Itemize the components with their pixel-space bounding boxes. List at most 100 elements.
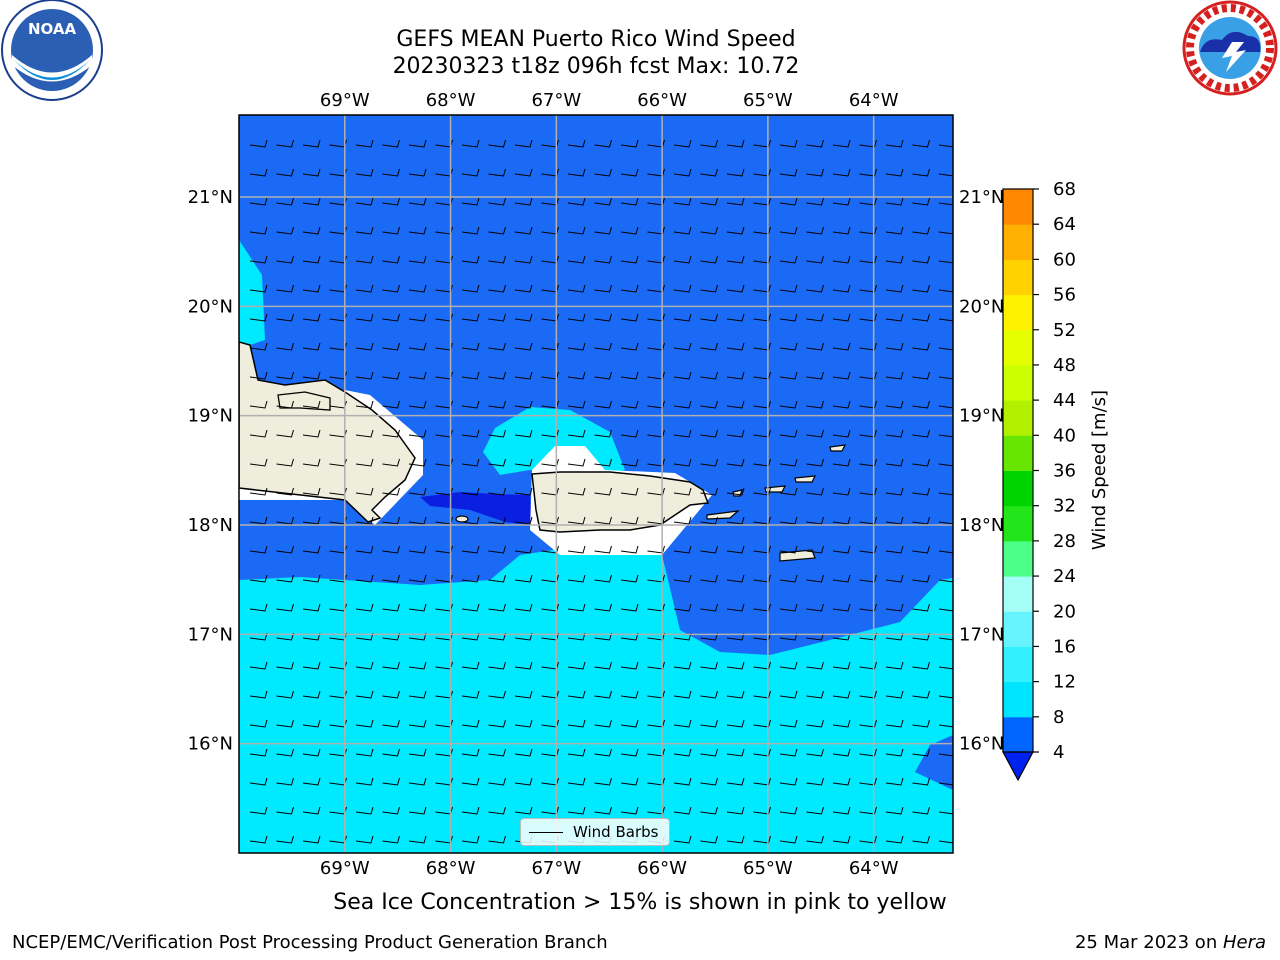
wind-barb (700, 690, 718, 699)
wind-barb (514, 487, 533, 496)
wind-barb (461, 342, 480, 351)
wind-barb (832, 516, 851, 525)
wind-barb (726, 284, 745, 293)
wind-barb (594, 400, 612, 409)
wind-barb (567, 777, 586, 786)
wind-barb (594, 545, 612, 554)
wind-barb (885, 632, 904, 641)
wind-barb (382, 226, 400, 235)
wind-barb (488, 371, 506, 380)
wind-barb (276, 487, 294, 496)
wind-barb (726, 748, 745, 757)
wind-barb (726, 458, 745, 467)
wind-barb (779, 139, 798, 148)
wind-barb (673, 197, 692, 206)
wind-barb (912, 313, 930, 322)
wind-barb (276, 719, 294, 728)
wind-barb (700, 487, 718, 496)
colorbar-segment (1003, 681, 1033, 718)
wind-barb (806, 719, 824, 728)
wind-barb (382, 284, 400, 293)
wind-barb (885, 835, 904, 844)
wind-barb (302, 284, 321, 293)
wind-barb (249, 371, 268, 380)
wind-barb (832, 168, 851, 177)
wind-barb (885, 806, 904, 815)
wind-barb (488, 835, 506, 844)
wind-barb (408, 806, 427, 815)
wind-barb (488, 690, 506, 699)
wind-barb (382, 632, 400, 641)
wind-barb (938, 550, 953, 554)
colorbar-segment (1003, 400, 1033, 436)
wind-barb (567, 342, 586, 351)
wind-barb (700, 661, 718, 670)
wind-barb (806, 661, 824, 670)
wind-barb (620, 371, 639, 380)
wind-barb (779, 777, 798, 786)
wind-barb (885, 574, 904, 583)
colorbar-tick-label: 12 (1053, 672, 1076, 693)
colorbar-segment (1003, 716, 1033, 753)
wind-barb (620, 168, 639, 177)
wind-barb (488, 168, 506, 177)
wind-barb (567, 719, 586, 728)
wind-barb (938, 289, 953, 293)
wind-barb (938, 173, 953, 177)
wind-barb (567, 400, 586, 409)
wind-barb (276, 371, 294, 380)
wind-barb (408, 835, 427, 844)
wind-barb (832, 371, 851, 380)
wind-barb (488, 226, 506, 235)
wind-barb (249, 458, 268, 467)
wind-barb (249, 632, 268, 641)
lat-label-left: 21°N (188, 187, 233, 208)
wind-barb (700, 458, 718, 467)
wind-barb (567, 487, 586, 496)
noaa-logo-text: NOAA (28, 20, 77, 38)
legend-line-icon (529, 832, 563, 833)
wind-barb (832, 429, 851, 438)
wind-barb (594, 719, 612, 728)
wind-barb (885, 516, 904, 525)
wind-barb (779, 719, 798, 728)
wind-barb (620, 632, 639, 641)
wind-barb (567, 371, 586, 380)
wind-barb (408, 661, 427, 670)
wind-barb (594, 516, 612, 525)
wind-barb (514, 516, 533, 525)
lon-label-top: 67°W (531, 90, 581, 111)
wind-barb (302, 719, 321, 728)
wind-barb (567, 429, 586, 438)
wind-barb (779, 690, 798, 699)
wind-barb (673, 255, 692, 264)
wind-barb (488, 487, 506, 496)
wind-barb (912, 371, 930, 380)
wind-barb (779, 400, 798, 409)
wind-barb (912, 284, 930, 293)
wind-barb (912, 690, 930, 699)
wind-barb (779, 661, 798, 670)
wind-barb (488, 197, 506, 206)
wind-barb (700, 806, 718, 815)
wind-barb (912, 806, 930, 815)
wind-barb (912, 603, 930, 612)
wind-barb (249, 777, 268, 786)
wind-barb (885, 168, 904, 177)
wind-barb (302, 487, 321, 496)
wind-barb (912, 487, 930, 496)
wind-barb (355, 806, 374, 815)
wind-barb-legend: Wind Barbs (520, 818, 670, 846)
wind-barb (806, 226, 824, 235)
colorbar-tick-label: 56 (1053, 285, 1076, 306)
wind-barb (620, 458, 639, 467)
wind-barb (726, 226, 745, 235)
wind-barb (806, 400, 824, 409)
wind-barb (700, 516, 718, 525)
wind-barb (885, 690, 904, 699)
wind-barb (938, 782, 953, 786)
wind-barb (514, 458, 533, 467)
wind-barb (249, 806, 268, 815)
colorbar-tick-label: 36 (1053, 461, 1076, 482)
wind-barb (726, 371, 745, 380)
